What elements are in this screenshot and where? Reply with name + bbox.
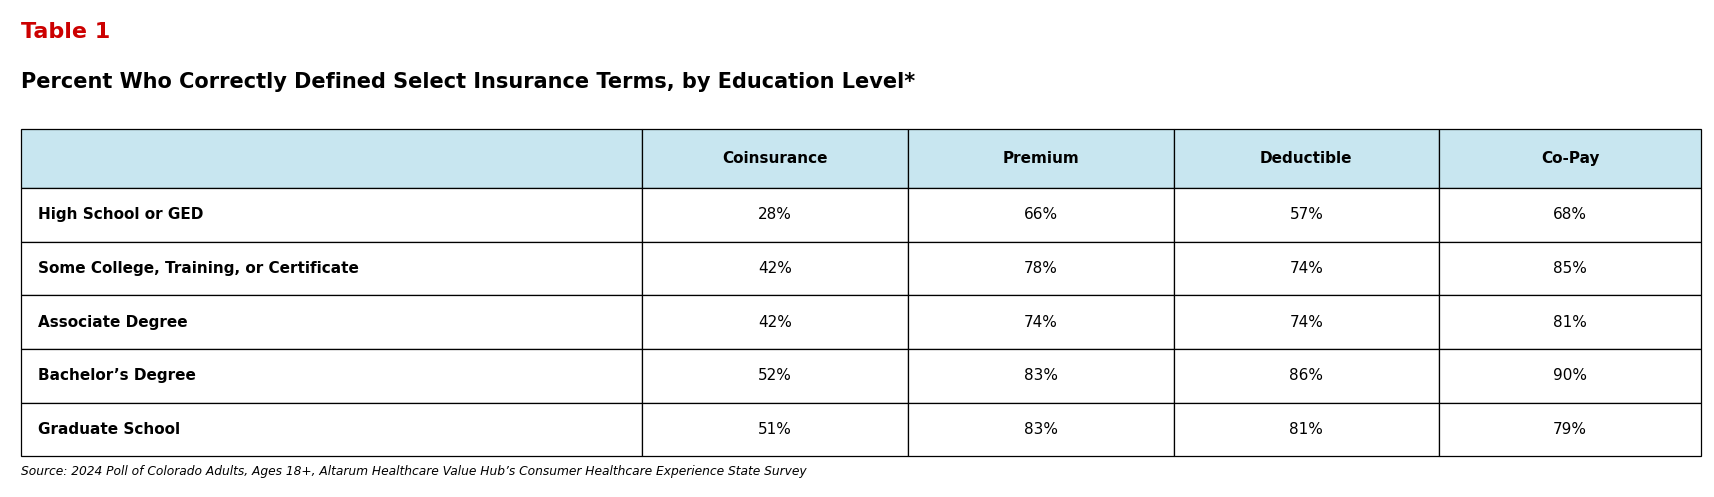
Bar xyxy=(1172,403,1438,456)
Bar xyxy=(1172,349,1438,403)
Text: 42%: 42% xyxy=(758,261,792,276)
Bar xyxy=(21,242,643,295)
Text: 83%: 83% xyxy=(1023,368,1058,383)
Text: 42%: 42% xyxy=(758,315,792,330)
Text: High School or GED: High School or GED xyxy=(38,207,202,222)
Bar xyxy=(1172,295,1438,349)
Bar xyxy=(1438,188,1700,242)
Text: 81%: 81% xyxy=(1553,315,1585,330)
Text: 57%: 57% xyxy=(1289,207,1323,222)
Bar xyxy=(21,295,643,349)
Bar xyxy=(643,403,907,456)
Bar xyxy=(21,188,643,242)
Text: Deductible: Deductible xyxy=(1260,151,1352,166)
Bar xyxy=(643,242,907,295)
Text: Co-Pay: Co-Pay xyxy=(1541,151,1599,166)
Text: 52%: 52% xyxy=(758,368,792,383)
Bar xyxy=(1172,129,1438,188)
Text: 85%: 85% xyxy=(1553,261,1585,276)
Text: 74%: 74% xyxy=(1289,315,1323,330)
Text: 78%: 78% xyxy=(1023,261,1058,276)
Bar xyxy=(1438,295,1700,349)
Bar xyxy=(21,403,643,456)
Bar xyxy=(1438,349,1700,403)
Text: 74%: 74% xyxy=(1023,315,1058,330)
Bar xyxy=(907,403,1172,456)
Text: 28%: 28% xyxy=(758,207,792,222)
Bar xyxy=(907,349,1172,403)
Text: 66%: 66% xyxy=(1023,207,1058,222)
Bar xyxy=(907,295,1172,349)
Text: 68%: 68% xyxy=(1553,207,1585,222)
Bar xyxy=(21,349,643,403)
Text: 79%: 79% xyxy=(1553,422,1585,437)
Text: 74%: 74% xyxy=(1289,261,1323,276)
Text: 51%: 51% xyxy=(758,422,792,437)
Text: Source: 2024 Poll of Colorado Adults, Ages 18+, Altarum Healthcare Value Hub’s C: Source: 2024 Poll of Colorado Adults, Ag… xyxy=(21,465,806,478)
Bar xyxy=(643,349,907,403)
Bar xyxy=(907,129,1172,188)
Bar xyxy=(907,242,1172,295)
Bar xyxy=(1438,403,1700,456)
Bar xyxy=(1172,188,1438,242)
Text: Associate Degree: Associate Degree xyxy=(38,315,187,330)
Text: Coinsurance: Coinsurance xyxy=(722,151,828,166)
Bar xyxy=(643,188,907,242)
Text: Table 1: Table 1 xyxy=(21,22,110,42)
Bar xyxy=(643,295,907,349)
Bar xyxy=(643,129,907,188)
Text: 83%: 83% xyxy=(1023,422,1058,437)
Bar xyxy=(907,188,1172,242)
Bar xyxy=(1172,242,1438,295)
Text: 81%: 81% xyxy=(1289,422,1323,437)
Text: 86%: 86% xyxy=(1289,368,1323,383)
Text: Premium: Premium xyxy=(1001,151,1078,166)
Text: Bachelor’s Degree: Bachelor’s Degree xyxy=(38,368,195,383)
Bar xyxy=(1438,242,1700,295)
Bar xyxy=(21,129,643,188)
Text: Percent Who Correctly Defined Select Insurance Terms, by Education Level*: Percent Who Correctly Defined Select Ins… xyxy=(21,72,914,92)
Text: Graduate School: Graduate School xyxy=(38,422,180,437)
Bar xyxy=(1438,129,1700,188)
Text: Some College, Training, or Certificate: Some College, Training, or Certificate xyxy=(38,261,358,276)
Text: 90%: 90% xyxy=(1553,368,1585,383)
